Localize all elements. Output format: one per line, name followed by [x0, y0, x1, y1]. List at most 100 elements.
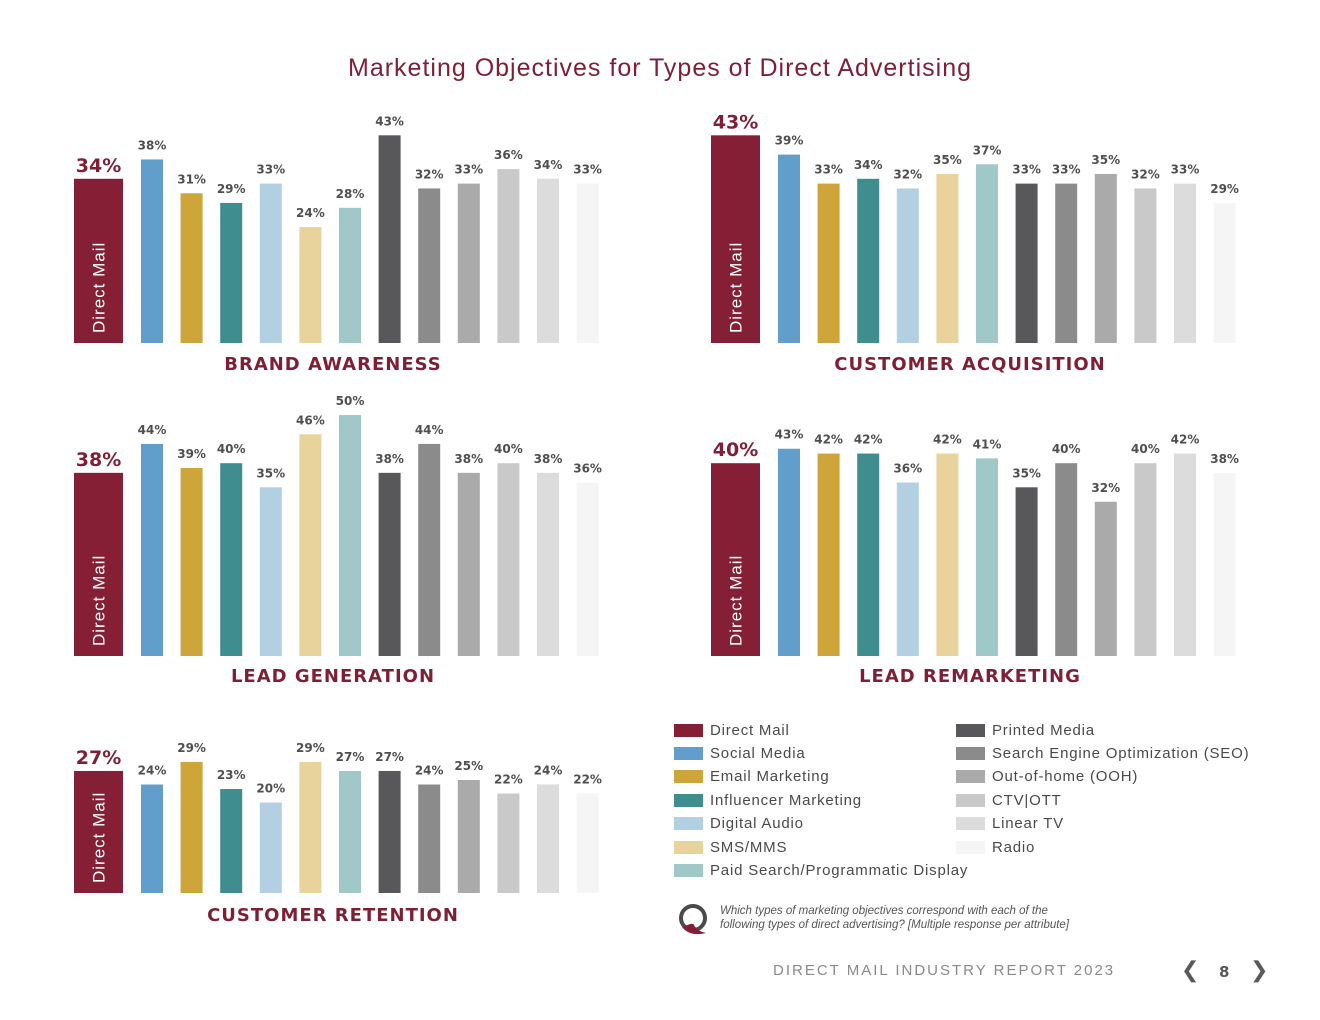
legend-swatch	[674, 817, 703, 831]
bar-radio	[576, 482, 599, 656]
bar-value-label-out-of-home-ooh: 25%	[454, 759, 483, 773]
bar-value-label-out-of-home-ooh: 38%	[454, 452, 483, 466]
bar-value-label-sms-mms: 42%	[933, 433, 962, 447]
bar-paid-search-programmatic-display	[976, 164, 998, 343]
legend-swatch	[674, 840, 703, 854]
bar-out-of-home-ooh	[1094, 173, 1117, 343]
chart-lead-remarketing: 40% Direct Mail 43% 42% 42% 36% 42% 41% 35% 40% 32…	[711, 428, 1239, 687]
bar-email-marketing	[817, 453, 840, 656]
legend-item-digital-audio: Digital Audio	[674, 814, 804, 834]
legend-label: CTV|OTT	[992, 791, 1062, 809]
bar-digital-audio	[259, 487, 282, 656]
bar-digital-audio	[896, 482, 919, 656]
bar-social-media	[141, 784, 163, 893]
bar-social-media	[778, 448, 800, 656]
bar-linear-tv	[537, 784, 559, 893]
bar-radio	[576, 793, 599, 893]
bar-value-label-linear-tv: 42%	[1171, 433, 1200, 447]
prev-page-icon[interactable]: ❮	[1181, 958, 1200, 983]
bar-inner-label: Direct Mail	[727, 242, 746, 333]
bar-value-label-search-engine-optimization-seo: 32%	[415, 167, 444, 181]
bar-direct-mail	[74, 472, 123, 656]
bar-value-label-out-of-home-ooh: 33%	[454, 163, 483, 177]
bar-value-label-radio: 38%	[1210, 452, 1239, 466]
legend-swatch	[956, 770, 985, 784]
bar-linear-tv	[1174, 183, 1196, 343]
bar-ctv-ott	[497, 793, 520, 893]
bar-value-label-radio: 36%	[573, 461, 602, 475]
bar-influencer-marketing	[220, 463, 243, 656]
bar-value-label-search-engine-optimization-seo: 40%	[1052, 442, 1081, 456]
bar-value-label-paid-search-programmatic-display: 28%	[336, 187, 365, 201]
bar-value-label-digital-audio: 36%	[893, 461, 922, 475]
bar-printed-media	[378, 770, 401, 893]
chart-title: BRAND AWARENESS	[224, 354, 442, 375]
bar-influencer-marketing	[220, 789, 243, 893]
bar-value-label-social-media: 38%	[138, 138, 167, 152]
legend-swatch	[674, 746, 703, 760]
question-line-1: Which types of marketing objectives corr…	[720, 905, 1048, 917]
bar-influencer-marketing	[220, 202, 243, 343]
legend-item-email-marketing: Email Marketing	[674, 767, 830, 787]
footer-report-title: DIRECT MAIL INDUSTRY REPORT 2023	[773, 962, 1116, 979]
bar-value-label-sms-mms: 35%	[933, 153, 962, 167]
bar-value-label-digital-audio: 20%	[256, 782, 285, 796]
bar-email-marketing	[180, 468, 203, 656]
bar-value-label-social-media: 24%	[138, 764, 167, 778]
legend-label: Radio	[992, 838, 1036, 856]
bar-digital-audio	[259, 802, 282, 893]
bar-value-label-digital-audio: 33%	[256, 163, 285, 177]
chart-lead-generation: 38% Direct Mail 44% 39% 40% 35% 46% 50% 38% 44% 38…	[74, 394, 602, 687]
bar-value-label-social-media: 44%	[138, 423, 167, 437]
bar-direct-mail	[74, 770, 123, 893]
bar-value-label-radio: 29%	[1210, 182, 1239, 196]
bar-inner-label: Direct Mail	[90, 555, 109, 646]
bar-value-label-ctv-ott: 40%	[494, 442, 523, 456]
next-page-icon[interactable]: ❯	[1250, 958, 1269, 983]
legend-item-radio: Radio	[956, 837, 1035, 857]
legend-label: Email Marketing	[710, 768, 830, 786]
legend-item-influencer-marketing: Influencer Marketing	[674, 790, 862, 810]
bar-out-of-home-ooh	[457, 183, 480, 343]
bar-digital-audio	[259, 183, 282, 343]
bar-value-label-radio: 33%	[573, 163, 602, 177]
bar-value-label-printed-media: 35%	[1012, 466, 1041, 480]
bar-value-label-search-engine-optimization-seo: 24%	[415, 764, 444, 778]
bar-value-label-influencer-marketing: 23%	[217, 768, 246, 782]
legend-item-search-engine-optimization-seo: Search Engine Optimization (SEO)	[956, 743, 1249, 763]
bar-out-of-home-ooh	[457, 780, 480, 893]
chart-title: CUSTOMER RETENTION	[207, 905, 459, 926]
bar-sms-mms	[299, 227, 322, 343]
legend-label: Paid Search/Programmatic Display	[710, 861, 969, 879]
bar-value-label-direct-mail: 43%	[713, 111, 758, 133]
bar-out-of-home-ooh	[457, 472, 480, 656]
bar-search-engine-optimization-seo	[1055, 463, 1078, 656]
bar-value-label-ctv-ott: 32%	[1131, 167, 1160, 181]
legend-swatch	[674, 863, 703, 877]
legend-label: Digital Audio	[710, 815, 804, 833]
bar-radio	[1213, 472, 1236, 656]
chart-brand-awareness: 34% Direct Mail 38% 31% 29% 33% 24% 28% 43% 32% 33…	[74, 114, 602, 375]
chart-customer-retention: 27% Direct Mail 24% 29% 23% 20% 29% 27% 27% 24% 25…	[74, 741, 602, 926]
bar-value-label-sms-mms: 46%	[296, 413, 325, 427]
bar-paid-search-programmatic-display	[339, 207, 361, 343]
bar-value-label-out-of-home-ooh: 32%	[1091, 481, 1120, 495]
bar-direct-mail	[711, 135, 760, 343]
chart-customer-acquisition: 43% Direct Mail 39% 33% 34% 32% 35% 37% 33% 33% 35…	[711, 111, 1239, 375]
legend-label: Out-of-home (OOH)	[992, 768, 1139, 786]
bar-value-label-sms-mms: 24%	[296, 206, 325, 220]
bar-search-engine-optimization-seo	[418, 443, 441, 656]
bar-value-label-linear-tv: 33%	[1171, 163, 1200, 177]
bar-linear-tv	[537, 472, 559, 656]
bar-email-marketing	[817, 183, 840, 343]
bar-value-label-direct-mail: 38%	[76, 449, 121, 471]
bar-inner-label: Direct Mail	[90, 792, 109, 883]
legend-item-paid-search-programmatic-display: Paid Search/Programmatic Display	[674, 860, 968, 880]
legend-swatch	[674, 793, 703, 807]
legend-label: SMS/MMS	[710, 838, 788, 856]
bar-search-engine-optimization-seo	[418, 784, 441, 893]
chart-title: LEAD REMARKETING	[859, 666, 1081, 687]
bar-printed-media	[378, 135, 401, 343]
legend-label: Linear TV	[992, 815, 1064, 833]
legend-item-direct-mail: Direct Mail	[674, 720, 790, 740]
